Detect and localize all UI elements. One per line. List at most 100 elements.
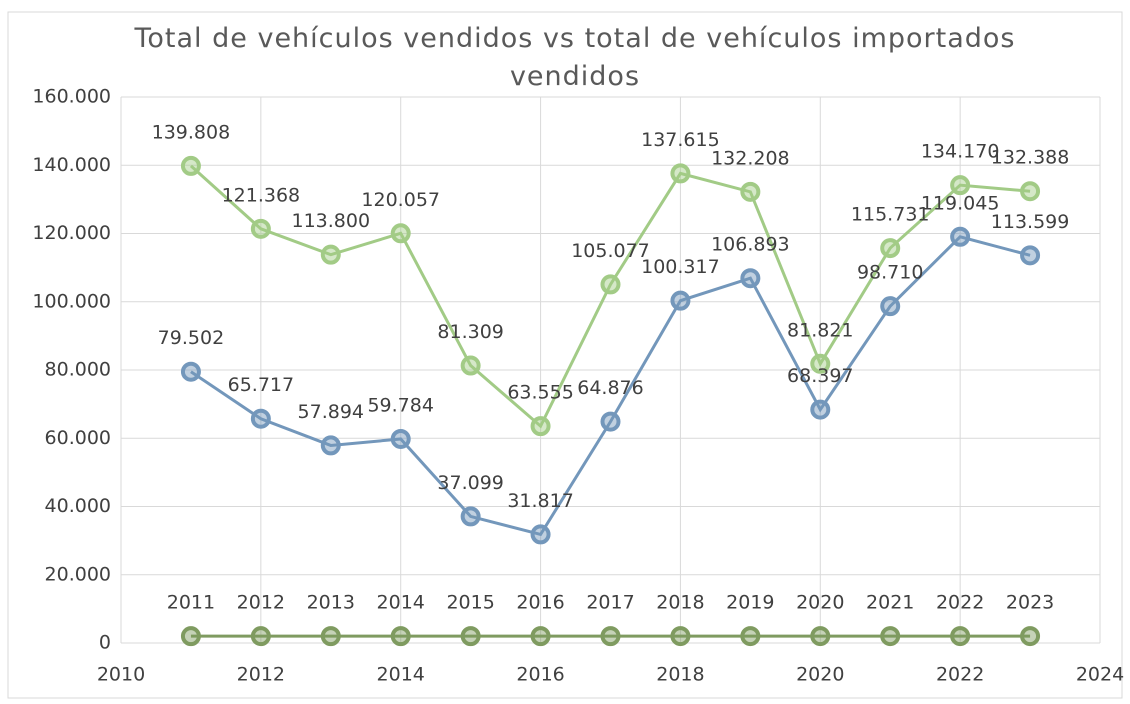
data-label: 137.615 [641,129,720,151]
data-label: 2020 [796,592,844,614]
marker [950,626,971,647]
data-label: 57.894 [298,401,364,423]
marker [250,218,271,239]
marker [320,626,341,647]
series-line [190,235,1031,537]
marker [950,226,971,247]
marker [670,626,691,647]
data-label: 100.317 [641,256,720,278]
data-label: 79.502 [158,327,224,349]
data-label: 132.388 [991,147,1070,169]
marker [530,416,551,437]
marker [740,268,761,289]
marker [880,626,901,647]
data-label: 2015 [446,592,494,614]
marker [1020,181,1041,202]
data-label: 2019 [726,592,774,614]
marker [320,435,341,456]
data-label: 2012 [237,592,285,614]
marker [250,408,271,429]
marker [810,399,831,420]
data-label: 65.717 [228,374,294,396]
data-label: 98.710 [857,262,923,284]
marker [670,290,691,311]
marker [180,626,201,647]
chart-border [7,11,1123,699]
y-tick-label: 80.000 [45,359,111,381]
marker [810,353,831,374]
marker [810,626,831,647]
x-tick-label: 2018 [656,664,704,686]
marker [530,524,551,545]
y-tick-label: 20.000 [45,563,111,585]
marker [740,181,761,202]
marker [180,155,201,176]
y-tick-label: 160.000 [32,86,111,108]
data-label: 63.555 [507,382,573,404]
marker [1020,626,1041,647]
marker [460,355,481,376]
data-label: 2014 [377,592,425,614]
data-label: 31.817 [507,490,573,512]
data-label: 37.099 [437,472,503,494]
data-label: 2017 [586,592,634,614]
data-label: 113.800 [291,210,370,232]
data-label: 119.045 [921,192,1000,214]
x-tick-label: 2024 [1076,664,1124,686]
marker [600,411,621,432]
data-label: 2013 [307,592,355,614]
marker [530,626,551,647]
series-line [189,164,1031,429]
marker [250,626,271,647]
data-label: 64.876 [577,377,643,399]
data-label: 134.170 [921,141,1000,163]
x-tick-label: 2014 [377,664,425,686]
y-tick-label: 40.000 [45,495,111,517]
data-label: 2021 [866,592,914,614]
marker [390,428,411,449]
data-label: 113.599 [991,211,1070,233]
marker [180,361,201,382]
data-label: 59.784 [367,394,433,416]
y-tick-label: 60.000 [45,427,111,449]
marker [460,506,481,527]
data-label: 81.309 [437,321,503,343]
marker [600,274,621,295]
marker [740,626,761,647]
marker [670,163,691,184]
x-tick-label: 2020 [796,664,844,686]
data-label: 2022 [936,592,984,614]
data-label: 2016 [516,592,564,614]
chart-title: Total de vehículos vendidos vs total de … [134,23,1016,92]
data-label: 120.057 [361,189,440,211]
data-label: 132.208 [711,147,790,169]
y-tick-label: 0 [99,632,111,654]
y-tick-label: 120.000 [32,222,111,244]
marker [880,238,901,259]
x-tick-label: 2016 [516,664,564,686]
y-tick-label: 140.000 [32,154,111,176]
marker [390,223,411,244]
data-label: 106.893 [711,234,790,256]
x-tick-label: 2010 [97,664,145,686]
data-label: 115.731 [851,204,930,226]
marker [320,244,341,265]
marker [880,296,901,317]
marker [1020,245,1041,266]
data-label: 121.368 [222,184,301,206]
data-label: 2011 [167,592,215,614]
data-label: 2023 [1006,592,1054,614]
marker [460,626,481,647]
x-tick-label: 2022 [936,664,984,686]
marker [950,175,971,196]
data-label: 139.808 [152,121,231,143]
data-label: 81.821 [787,319,853,341]
marker [600,626,621,647]
x-tick-label: 2012 [237,664,285,686]
marker [390,626,411,647]
y-tick-label: 100.000 [32,290,111,312]
data-label: 105.077 [571,240,650,262]
data-label: 2018 [656,592,704,614]
